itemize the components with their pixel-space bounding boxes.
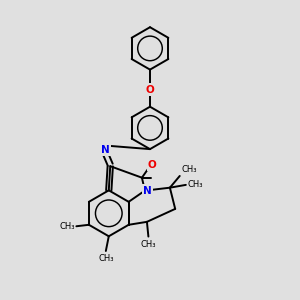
Text: O: O (148, 160, 157, 170)
Text: CH₃: CH₃ (98, 254, 114, 263)
Text: CH₃: CH₃ (181, 166, 197, 175)
Text: CH₃: CH₃ (59, 222, 75, 231)
Text: N: N (143, 186, 152, 196)
Text: O: O (146, 85, 154, 94)
Text: N: N (101, 145, 110, 155)
Text: CH₃: CH₃ (187, 180, 203, 189)
Text: CH₃: CH₃ (141, 239, 156, 248)
